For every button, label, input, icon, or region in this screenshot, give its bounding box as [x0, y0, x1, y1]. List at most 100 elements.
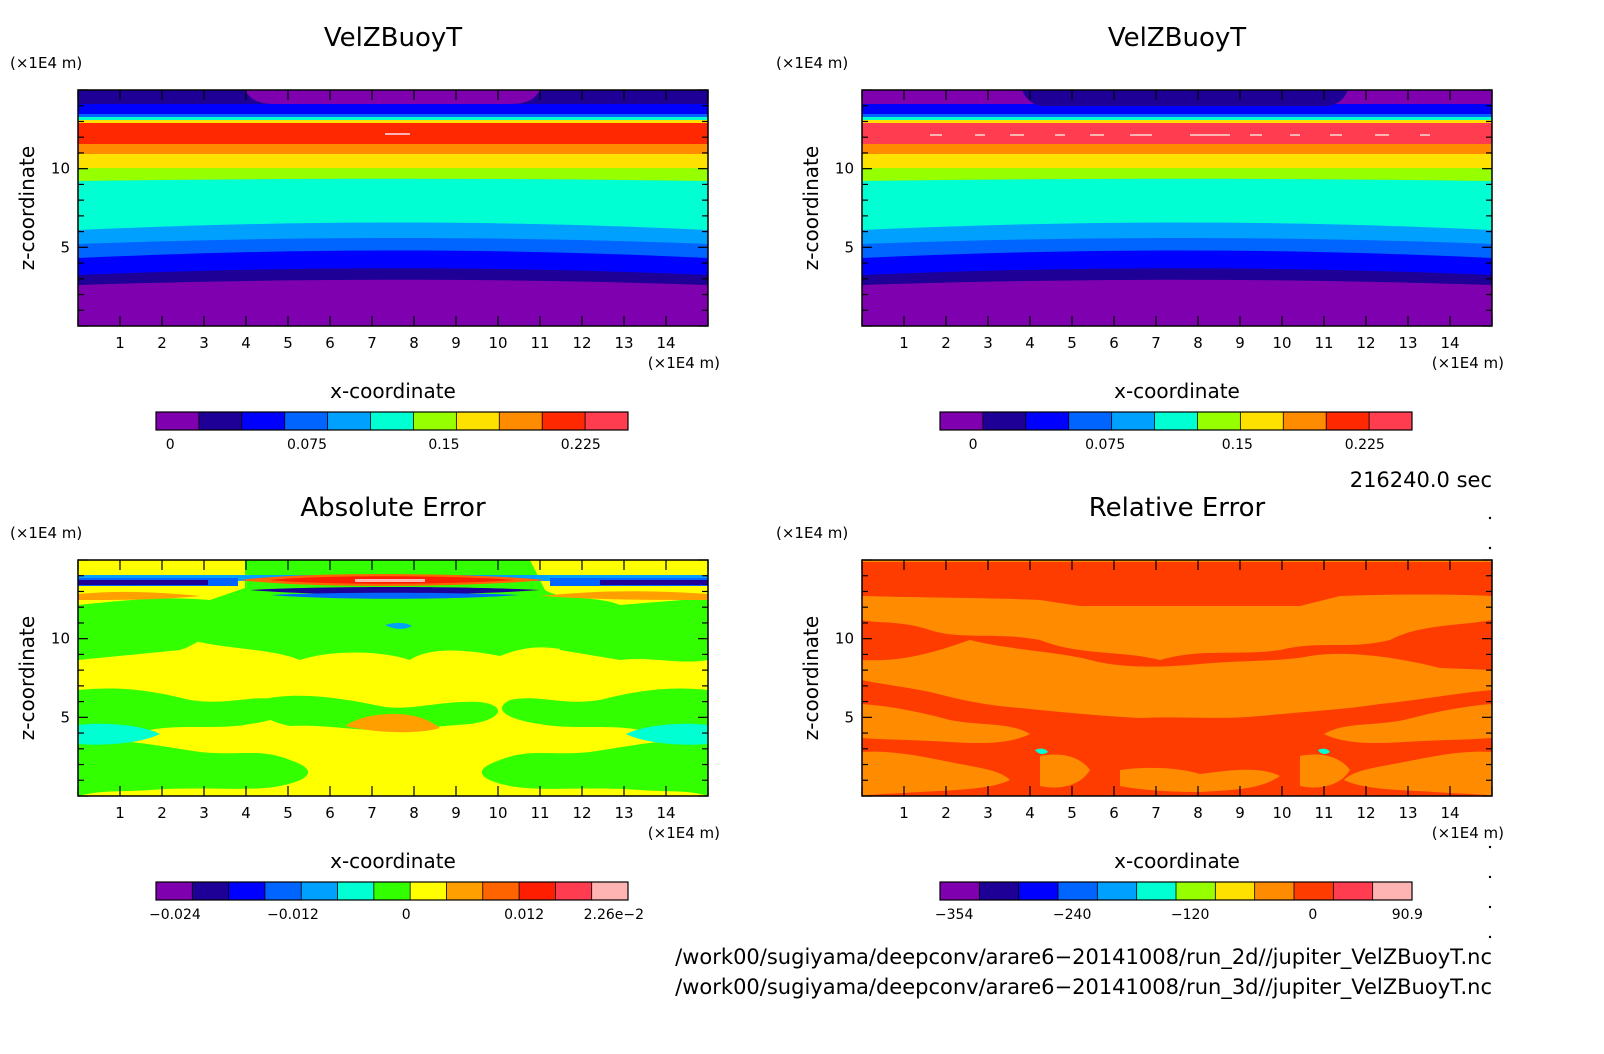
blob-green	[481, 739, 708, 796]
blob-orange	[862, 751, 1010, 796]
time-label: 216240.0 sec	[1350, 468, 1492, 492]
blob-cyan	[1035, 748, 1048, 755]
x-tick-label: 5	[283, 334, 293, 352]
band	[540, 591, 708, 600]
x-tick-label: 8	[409, 804, 419, 822]
x-tick-label: 2	[941, 334, 951, 352]
plot-frame	[861, 559, 1493, 797]
colorbar-frame	[939, 881, 1413, 901]
contour-plot	[78, 560, 708, 796]
contour-plot	[862, 560, 1492, 796]
plot-frame	[861, 89, 1493, 327]
x-tick-label: 5	[1067, 334, 1077, 352]
colorbar-swatch	[337, 882, 375, 900]
x-tick-label: 6	[325, 334, 335, 352]
x-tick-label: 4	[1025, 334, 1035, 352]
colorbar-swatch	[940, 412, 984, 430]
y-tick-label: 10	[835, 160, 854, 178]
colorbar-swatch	[1372, 882, 1413, 900]
y-unit-label: (×1E4 m)	[776, 524, 848, 542]
panel-velzbuoyt-2d: VelZBuoyT (×1E4 m) 1 2 3 4 5 6 7 8 9 10 11 12 13 14 5…	[10, 23, 720, 453]
panel-title: Absolute Error	[300, 493, 486, 523]
colorbar-swatch	[940, 882, 980, 900]
colorbar-frame	[155, 411, 629, 431]
x-axis-label: x-coordinate	[330, 849, 456, 873]
plot-frame	[77, 559, 709, 797]
x-tick-label: 1	[899, 334, 909, 352]
x-tick-label: 9	[451, 334, 461, 352]
x-tick-label: 14	[656, 804, 675, 822]
panel-absolute-error: Absolute Error (×1E4 m)	[10, 493, 720, 923]
colorbar-swatch	[241, 412, 286, 430]
colorbar-frame	[939, 411, 1413, 431]
colorbar-swatch	[156, 412, 200, 430]
panel-title: VelZBuoyT	[324, 23, 462, 53]
blob-orange	[1344, 751, 1492, 796]
blob-cyan	[385, 622, 412, 629]
colorbar-swatch	[542, 412, 586, 430]
blob-orange	[862, 594, 1492, 660]
colorbar: −354 −240 −120 0 90.9	[935, 881, 1423, 923]
blob-cyan	[1318, 748, 1330, 755]
x-tick-label: 11	[1314, 334, 1333, 352]
x-axis-label: x-coordinate	[1114, 849, 1240, 873]
blob-green	[78, 739, 309, 796]
y-unit-label: (×1E4 m)	[776, 54, 848, 72]
colorbar-swatch	[413, 412, 457, 430]
y-ticks: 5 10	[51, 89, 708, 327]
panel-velzbuoyt-3d: VelZBuoyT (×1E4 m)	[776, 23, 1504, 453]
colorbar-label: 0.15	[1222, 437, 1253, 453]
colorbar-swatch	[1197, 412, 1241, 430]
blob-orange	[1120, 767, 1280, 792]
band	[600, 580, 708, 585]
colorbar-swatch	[1283, 412, 1327, 430]
colorbar-swatch	[482, 882, 520, 900]
x-tick-label: 5	[1067, 804, 1077, 822]
colorbar-swatch	[301, 882, 339, 900]
x-tick-label: 8	[1193, 804, 1203, 822]
colorbar-swatch	[228, 882, 266, 900]
colorbar-label: 0	[166, 437, 175, 453]
colorbar-swatch	[1154, 412, 1198, 430]
x-ticks: 1 2 3 4 5 6 7 8 9 10 11 12 13 14	[861, 560, 1493, 822]
blob-orange	[1300, 754, 1350, 788]
y-axis-label: z-coordinate	[15, 146, 39, 270]
blob-orange	[1040, 754, 1090, 788]
x-tick-label: 14	[656, 334, 675, 352]
blob-orange	[345, 714, 440, 733]
x-tick-label: 13	[614, 804, 633, 822]
band	[250, 587, 540, 595]
x-tick-label: 13	[1398, 804, 1417, 822]
x-tick-label: 3	[983, 334, 993, 352]
colorbar-swatch	[1176, 882, 1216, 900]
colorbar-label: 2.26e−2	[584, 907, 644, 923]
x-tick-label: 1	[115, 804, 125, 822]
blob-green	[257, 695, 499, 730]
x-unit-label: (×1E4 m)	[648, 354, 720, 372]
panel-relative-error: Relative Error (×1E4 m) 1 2 3 4 5 6 7 8 9 10 11 12 1…	[776, 493, 1504, 923]
x-tick-label: 10	[488, 334, 507, 352]
colorbar: 0 0.075 0.15 0.225	[939, 411, 1413, 453]
x-unit-label: (×1E4 m)	[648, 824, 720, 842]
y-axis-label: z-coordinate	[799, 146, 823, 270]
band	[78, 591, 200, 600]
x-tick-label: 3	[199, 334, 209, 352]
file-path-2d: /work00/sugiyama/deepconv/arare6−2014100…	[675, 945, 1492, 970]
x-tick-label: 10	[488, 804, 507, 822]
x-tick-label: 12	[1356, 334, 1375, 352]
x-tick-label: 7	[367, 334, 377, 352]
colorbar-label: 0	[1308, 907, 1317, 923]
colorbar-label: 0.225	[1345, 437, 1385, 453]
colorbar-swatch	[1025, 412, 1070, 430]
y-unit-label: (×1E4 m)	[10, 54, 82, 72]
colorbar-swatch	[1058, 882, 1098, 900]
x-tick-label: 4	[241, 334, 251, 352]
colorbar-swatch	[1097, 882, 1138, 900]
y-tick-label: 5	[844, 238, 854, 256]
colorbar-swatch	[192, 882, 230, 900]
y-ticks: 5 10	[51, 559, 708, 797]
colorbar-swatch	[1240, 412, 1284, 430]
x-tick-label: 5	[283, 804, 293, 822]
colorbar-label: −0.024	[149, 907, 201, 923]
